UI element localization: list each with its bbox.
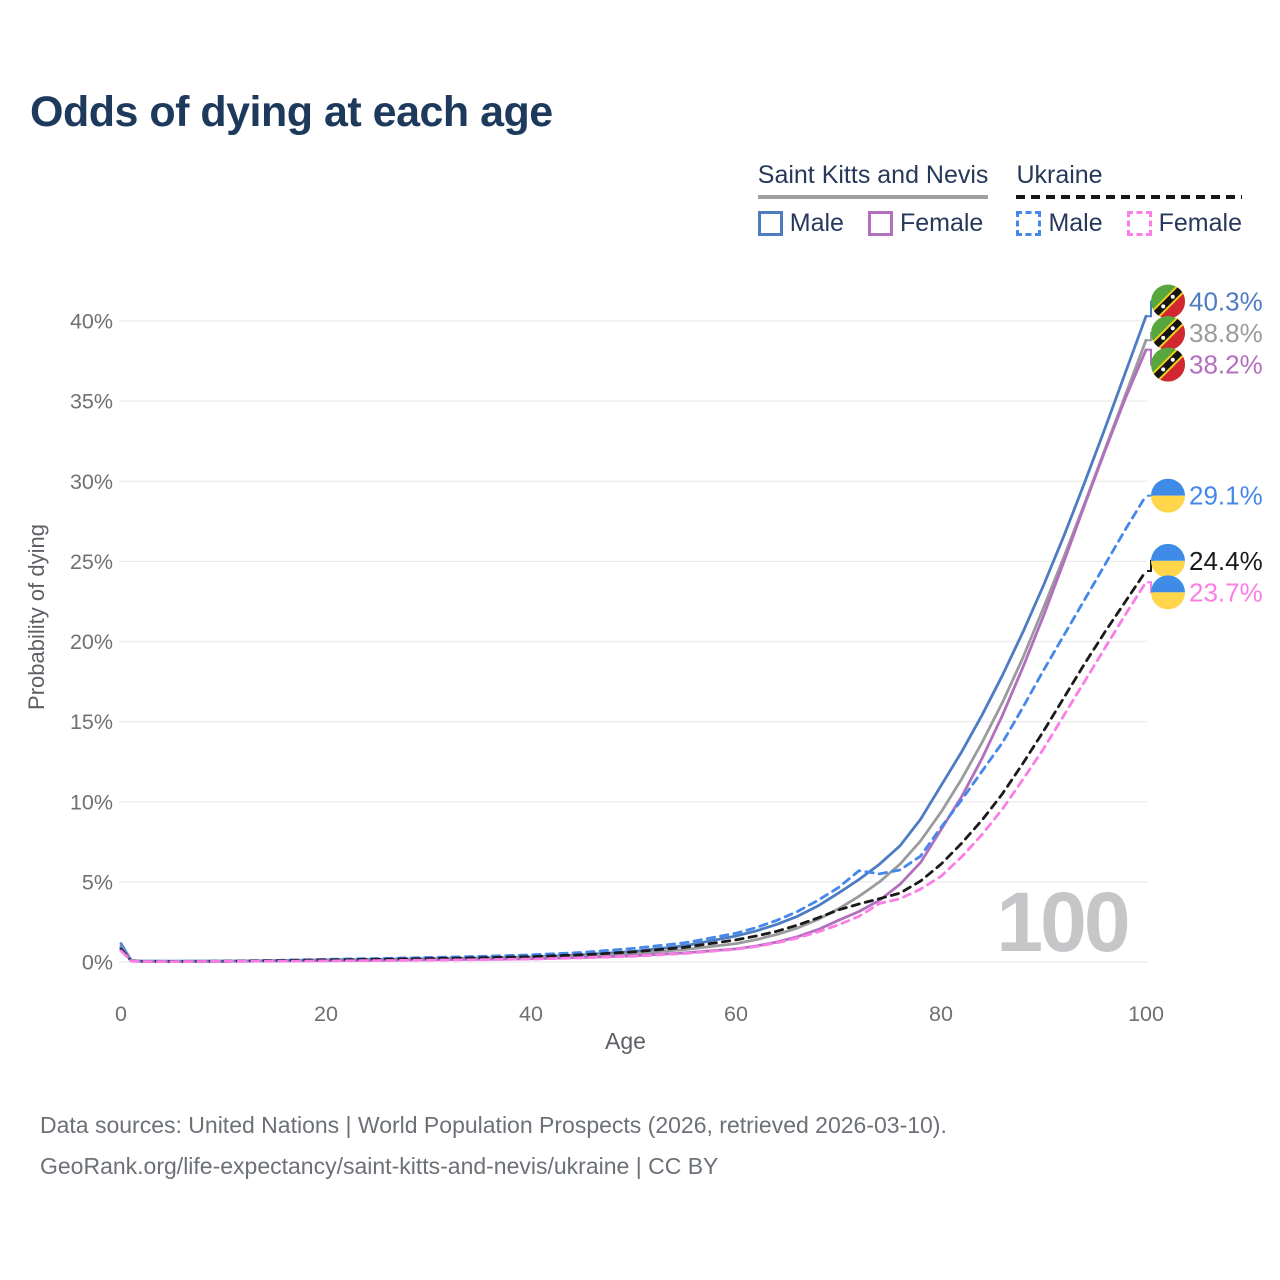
- y-tick-label: 25%: [70, 550, 113, 574]
- legend-swatch-ukraine-female: [1126, 211, 1152, 236]
- x-tick-label: 40: [519, 1002, 543, 1026]
- end-value-label: 23.7%: [1189, 577, 1263, 607]
- legend-item-skn-male[interactable]: Male: [757, 209, 844, 238]
- series-line-1[interactable]: [119, 338, 1148, 963]
- x-tick-label: 0: [115, 1002, 127, 1026]
- series-line-4[interactable]: [119, 569, 1148, 963]
- x-tick-label: 20: [314, 1002, 338, 1026]
- x-tick-label: 80: [929, 1002, 953, 1026]
- legend-item-skn-female[interactable]: Female: [867, 209, 984, 238]
- legend-country-label: Ukraine: [1016, 161, 1103, 189]
- footer-data-sources: Data sources: United Nations | World Pop…: [40, 1112, 947, 1138]
- series-line-0[interactable]: [119, 314, 1148, 963]
- legend-item-ukraine-male[interactable]: Male: [1016, 209, 1103, 238]
- y-tick-label: 35%: [70, 390, 113, 414]
- y-tick-label: 20%: [70, 630, 113, 654]
- legend-underline-solid: [757, 195, 989, 199]
- y-tick-label: 10%: [70, 790, 113, 814]
- x-tick-label: 60: [724, 1002, 748, 1026]
- legend-swatch-skn-female: [867, 211, 893, 236]
- watermark-age-100: 100: [996, 875, 1127, 969]
- flag-icon-ua: [1151, 543, 1185, 578]
- legend-group-ukraine: Ukraine Male Female: [1016, 161, 1242, 238]
- legend-swatch-skn-male: [757, 211, 783, 236]
- legend-item-label: Male: [1048, 209, 1103, 237]
- legend: Saint Kitts and Nevis Male Female Ukrain…: [757, 161, 1242, 238]
- y-axis-title: Probability of dying: [24, 524, 49, 710]
- flag-icon-ua: [1151, 478, 1185, 513]
- y-tick-label: 0%: [82, 951, 113, 975]
- legend-item-label: Female: [1158, 209, 1242, 237]
- y-tick-label: 40%: [70, 310, 113, 334]
- flag-icon-kn: [1151, 316, 1185, 351]
- footer: Data sources: United Nations | World Pop…: [40, 1105, 947, 1187]
- flag-icon-kn: [1151, 284, 1185, 319]
- legend-swatch-ukraine-male: [1016, 211, 1042, 236]
- end-value-label: 38.2%: [1189, 350, 1263, 380]
- legend-item-label: Female: [899, 209, 984, 237]
- legend-item-ukraine-female[interactable]: Female: [1126, 209, 1242, 238]
- flag-icon-ua: [1151, 575, 1185, 610]
- x-tick-label: 100: [1128, 1002, 1164, 1026]
- end-value-label: 24.4%: [1189, 546, 1263, 576]
- flag-icon-kn: [1151, 347, 1185, 382]
- y-tick-label: 30%: [70, 470, 113, 494]
- end-value-label: 38.8%: [1189, 318, 1263, 348]
- legend-group-saint-kitts-and-nevis: Saint Kitts and Nevis Male Female: [757, 161, 989, 238]
- footer-attribution-link: GeoRank.org/life-expectancy/saint-kitts-…: [40, 1153, 719, 1179]
- series-line-3[interactable]: [119, 494, 1148, 963]
- series-line-2[interactable]: [119, 348, 1148, 963]
- series-line-5[interactable]: [119, 580, 1148, 963]
- x-axis-title: Age: [605, 1028, 646, 1054]
- end-value-label: 40.3%: [1189, 287, 1263, 317]
- legend-item-label: Male: [789, 209, 844, 237]
- y-tick-label: 5%: [82, 870, 113, 894]
- legend-country-label: Saint Kitts and Nevis: [757, 161, 989, 189]
- legend-underline-dashed: [1016, 195, 1242, 199]
- page-title: Odds of dying at each age: [30, 88, 553, 136]
- y-tick-label: 15%: [70, 710, 113, 734]
- end-value-label: 29.1%: [1189, 481, 1263, 511]
